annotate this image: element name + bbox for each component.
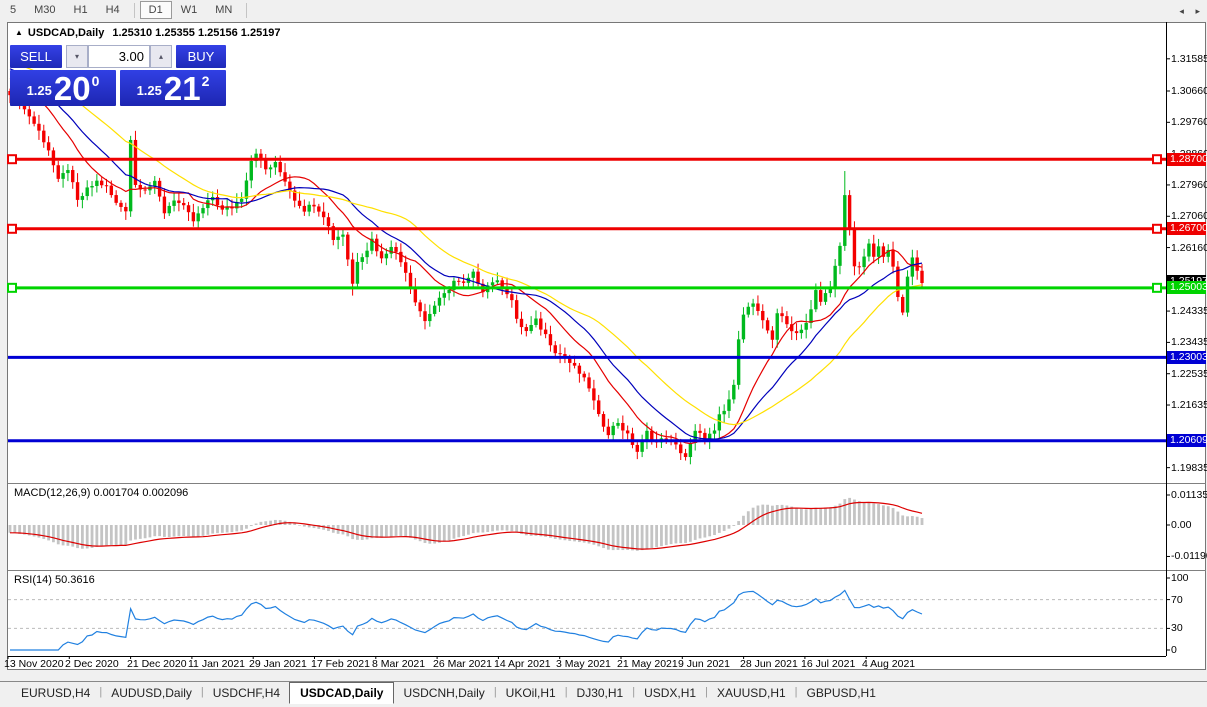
tab-DJ30-H1[interactable]: DJ30,H1 xyxy=(576,686,624,700)
tab-GBPUSD-H1[interactable]: GBPUSD,H1 xyxy=(806,686,876,700)
date-label: 16 Jul 2021 xyxy=(801,658,856,670)
tab-USDCHF-H4[interactable]: USDCHF,H4 xyxy=(212,686,281,700)
chart-symbol-period: USDCAD,Daily xyxy=(27,27,105,39)
date-label: 29 Jan 2021 xyxy=(249,658,307,670)
tab-separator: | xyxy=(99,686,103,698)
macd-axis-label: -0.01190 xyxy=(1171,550,1207,562)
volume-input[interactable] xyxy=(88,45,150,68)
price-axis-label: 1.19835 xyxy=(1171,462,1207,474)
tab-scroll-left-icon[interactable]: ◂ xyxy=(1179,6,1184,16)
buy-button[interactable]: BUY xyxy=(176,45,226,68)
sell-price-button[interactable]: 1.25 20 0 xyxy=(10,70,116,106)
tab-USDCNH-Daily[interactable]: USDCNH,Daily xyxy=(403,686,485,700)
chart-window xyxy=(7,22,1206,670)
tab-separator: | xyxy=(632,686,636,698)
price-line-tag: 1.20609 xyxy=(1167,434,1207,447)
price-line-tag: 1.25003 xyxy=(1167,281,1207,294)
macd-axis-label: 0.00 xyxy=(1171,519,1192,531)
date-label: 21 Dec 2020 xyxy=(127,658,187,670)
rsi-axis-label: 70 xyxy=(1171,594,1183,606)
date-label: 3 May 2021 xyxy=(556,658,611,670)
price-axis-label: 1.27960 xyxy=(1171,179,1207,191)
tab-scroll-right-icon[interactable]: ▸ xyxy=(1195,6,1200,16)
timeframe-button-H4[interactable]: H4 xyxy=(97,1,129,19)
sell-price-prefix: 1.25 xyxy=(26,83,52,98)
timeframe-button-5[interactable]: 5 xyxy=(1,1,25,19)
chart-collapse-icon[interactable]: ▲ xyxy=(15,28,23,37)
tab-XAUUSD-H1[interactable]: XAUUSD,H1 xyxy=(716,686,786,700)
date-label: 8 Mar 2021 xyxy=(372,658,426,670)
macd-axis-label: 0.01135 xyxy=(1171,489,1207,501)
rsi-axis-label: 30 xyxy=(1171,622,1183,634)
volume-decrease-button[interactable]: ▾ xyxy=(66,45,88,68)
date-label: 4 Aug 2021 xyxy=(862,658,916,670)
price-line-tag: 1.23003 xyxy=(1167,351,1207,364)
timeframe-toolbar: 5 M30 H1 H4 D1 W1 MN xyxy=(0,0,1207,20)
tab-separator: | xyxy=(794,686,798,698)
price-axis-label: 1.23435 xyxy=(1171,336,1207,348)
price-axis-label: 1.24335 xyxy=(1171,305,1207,317)
chart-ohlc-values: 1.25310 1.25355 1.25156 1.25197 xyxy=(112,27,281,39)
timeframe-button-M30[interactable]: M30 xyxy=(25,1,64,19)
timeframe-button-MN[interactable]: MN xyxy=(206,1,241,19)
date-label: 28 Jun 2021 xyxy=(740,658,798,670)
sell-price-point: 0 xyxy=(91,73,100,89)
buy-price-prefix: 1.25 xyxy=(136,83,162,98)
timeframe-button-H1[interactable]: H1 xyxy=(65,1,97,19)
timeframe-button-D1[interactable]: D1 xyxy=(139,1,172,19)
date-label: 17 Feb 2021 xyxy=(311,658,370,670)
sell-button[interactable]: SELL xyxy=(10,45,62,68)
date-label: 2 Dec 2020 xyxy=(65,658,119,670)
price-axis-label: 1.21635 xyxy=(1171,399,1207,411)
rsi-axis-label: 100 xyxy=(1171,572,1189,584)
tab-UKOil-H1[interactable]: UKOil,H1 xyxy=(505,686,556,700)
tab-scroll-arrows: ◂ ▸ xyxy=(1170,6,1200,17)
tab-separator: | xyxy=(705,686,708,698)
buy-price-button[interactable]: 1.25 21 2 xyxy=(120,70,226,106)
price-axis-label: 1.30660 xyxy=(1171,85,1207,97)
buy-price-point: 2 xyxy=(201,73,210,89)
date-label: 11 Jan 2021 xyxy=(188,658,246,670)
date-label: 14 Apr 2021 xyxy=(494,658,551,670)
tab-EURUSD-H4[interactable]: EURUSD,H4 xyxy=(21,686,91,700)
buy-price-pips: 21 xyxy=(163,70,201,107)
date-label: 26 Mar 2021 xyxy=(433,658,492,670)
price-line-tag: 1.26700 xyxy=(1167,222,1207,235)
price-axis-label: 1.29760 xyxy=(1171,116,1207,128)
timeframe-button-W1[interactable]: W1 xyxy=(172,1,207,19)
tab-USDX-H1[interactable]: USDX,H1 xyxy=(644,686,697,700)
tab-USDCAD-Daily[interactable]: USDCAD,Daily xyxy=(289,682,395,704)
date-label: 13 Nov 2020 xyxy=(4,658,64,670)
date-label: 21 May 2021 xyxy=(617,658,678,670)
symbol-tab-bar: EURUSD,H4 | AUDUSD,Daily | USDCHF,H4 USDCAD,D… xyxy=(0,681,1207,707)
tab-separator: | xyxy=(564,686,568,698)
sell-price-pips: 20 xyxy=(53,70,91,107)
price-axis-label: 1.31585 xyxy=(1171,53,1207,65)
price-axis-label: 1.26160 xyxy=(1171,242,1207,254)
rsi-label: RSI(14) 50.3616 xyxy=(14,574,95,586)
volume-increase-button[interactable]: ▴ xyxy=(150,45,172,68)
macd-label: MACD(12,26,9) 0.001704 0.002096 xyxy=(14,487,189,499)
price-line-tag: 1.28700 xyxy=(1167,153,1207,166)
price-axis-label: 1.27060 xyxy=(1171,210,1207,222)
toolbar-separator xyxy=(246,2,248,18)
tab-AUDUSD-Daily[interactable]: AUDUSD,Daily xyxy=(111,686,192,700)
rsi-axis-label: 0 xyxy=(1171,644,1177,656)
date-label: 9 Jun 2021 xyxy=(678,658,730,670)
tab-separator: | xyxy=(200,686,204,698)
tab-separator: | xyxy=(493,686,497,698)
price-axis-label: 1.22535 xyxy=(1171,368,1207,380)
toolbar-separator xyxy=(133,2,135,18)
chart-title: ▲ USDCAD,Daily 1.25310 1.25355 1.25156 1.2… xyxy=(15,27,281,39)
